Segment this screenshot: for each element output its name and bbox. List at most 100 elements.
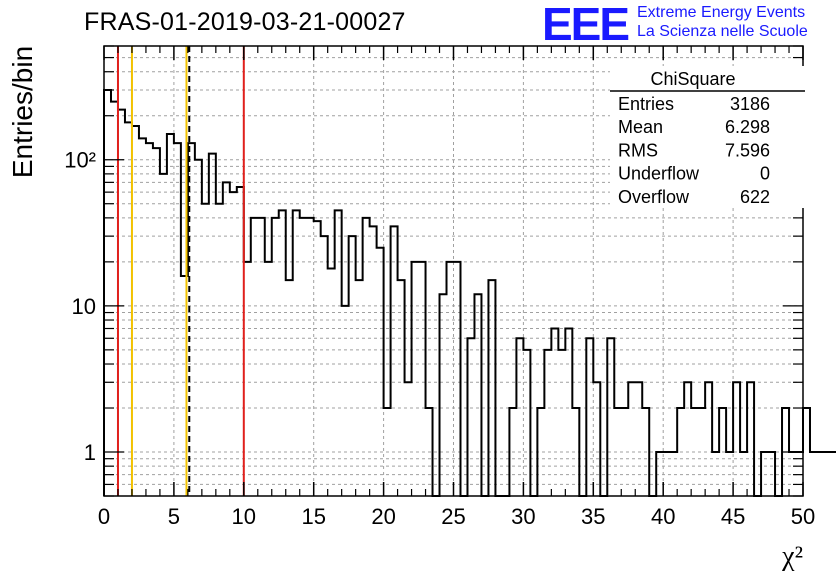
histogram-bin	[258, 218, 265, 496]
histogram-bin	[419, 262, 426, 496]
run-title: FRAS-01-2019-03-21-00027	[84, 8, 406, 36]
stats-box-bg	[610, 66, 805, 208]
histogram-bin	[698, 408, 705, 496]
histogram-bin	[677, 408, 684, 496]
histogram-bin	[230, 192, 237, 496]
histogram-bin	[447, 262, 454, 496]
histogram-bin	[146, 143, 153, 496]
histogram-bin	[412, 262, 419, 496]
histogram-bin	[111, 102, 118, 496]
stats-row-label: Underflow	[618, 164, 700, 184]
histogram-bin	[768, 452, 775, 496]
histogram-bin	[544, 350, 551, 496]
histogram-bin	[118, 110, 125, 496]
histogram-bin	[370, 226, 377, 496]
y-tick-label: 10²	[64, 148, 96, 173]
histogram-bin	[572, 408, 579, 496]
histogram-bin	[642, 408, 649, 496]
stats-row-value: 7.596	[725, 140, 770, 160]
histogram-bin	[509, 408, 516, 496]
histogram-bin	[125, 122, 132, 496]
histogram-bin	[726, 452, 733, 496]
histogram-bin	[174, 143, 181, 496]
histogram-bin	[223, 182, 230, 496]
histogram-bin	[691, 408, 698, 496]
stats-row-value: 3186	[730, 94, 770, 114]
histogram-bin	[565, 329, 572, 496]
x-tick-label: 50	[791, 504, 815, 529]
histogram-bin	[467, 338, 474, 496]
histogram-bin	[384, 408, 391, 496]
x-tick-label: 40	[651, 504, 675, 529]
histogram-bin	[656, 452, 663, 496]
stats-row-label: RMS	[618, 140, 658, 160]
x-tick-label: 15	[301, 504, 325, 529]
y-tick-label: 10	[72, 294, 96, 319]
histogram-bin	[307, 218, 314, 496]
histogram-bin	[272, 218, 279, 496]
histogram-bin	[209, 154, 216, 496]
histogram-bin	[551, 329, 558, 496]
stats-title: ChiSquare	[650, 69, 735, 89]
histogram-bin	[300, 218, 307, 496]
histogram-bin	[440, 294, 447, 496]
histogram-bin	[705, 382, 712, 496]
histogram-bin	[474, 294, 481, 496]
histogram-bin	[684, 382, 691, 496]
histogram-bin	[810, 452, 817, 496]
histogram-bars	[103, 88, 836, 497]
histogram-bin	[586, 338, 593, 496]
stats-row-value: 6.298	[725, 117, 770, 137]
histogram-bin	[251, 218, 258, 496]
histogram-bin	[363, 218, 370, 496]
histogram-bin	[293, 210, 300, 496]
x-tick-label: 30	[511, 504, 535, 529]
x-tick-label: 20	[371, 504, 395, 529]
histogram-bin	[607, 338, 614, 496]
x-tick-label: 10	[232, 504, 256, 529]
histogram-bin	[356, 280, 363, 496]
histogram-bin	[831, 452, 836, 496]
histogram-bin	[286, 280, 293, 496]
histogram-bin	[314, 221, 321, 496]
histogram-bin	[803, 408, 810, 496]
histogram-bin	[237, 187, 244, 496]
histogram-bin	[160, 174, 167, 496]
histogram-bin	[328, 269, 335, 496]
histogram-bin	[733, 382, 740, 496]
x-tick-label: 25	[441, 504, 465, 529]
histogram-bin	[377, 248, 384, 496]
histogram-bin	[195, 160, 202, 496]
histogram-bin	[635, 382, 642, 496]
histogram-bin	[153, 148, 160, 496]
histogram-bin	[279, 210, 286, 496]
histogram-bin	[523, 350, 530, 496]
histogram-bin	[824, 452, 831, 496]
histogram-bin	[628, 382, 635, 496]
eee-logo-mark: EEE	[542, 0, 630, 50]
stats-row-label: Overflow	[618, 187, 690, 207]
histogram-bin	[202, 204, 209, 496]
histogram-bin	[488, 280, 495, 496]
logo-line-2: La Scienza nelle Scuole	[637, 23, 808, 40]
histogram-bin	[167, 134, 174, 496]
x-tick-label: 45	[721, 504, 745, 529]
histogram-bin	[712, 452, 719, 496]
histogram-bin	[516, 338, 523, 496]
stats-row-label: Mean	[618, 117, 663, 137]
histogram-bin	[719, 408, 726, 496]
histogram-bin	[537, 408, 544, 496]
histogram-outline	[103, 88, 836, 497]
logo-line-1: Extreme Energy Events	[637, 4, 806, 21]
histogram-bin	[747, 382, 754, 496]
x-tick-label: 35	[581, 504, 605, 529]
histogram-bin	[663, 452, 670, 496]
histogram-bin	[216, 204, 223, 496]
y-tick-label: 1	[84, 440, 96, 465]
histogram-bin	[104, 90, 111, 496]
stats-row-label: Entries	[618, 94, 674, 114]
histogram-bin	[614, 408, 621, 496]
threshold-lines	[116, 46, 245, 496]
histogram-bin	[426, 408, 433, 496]
